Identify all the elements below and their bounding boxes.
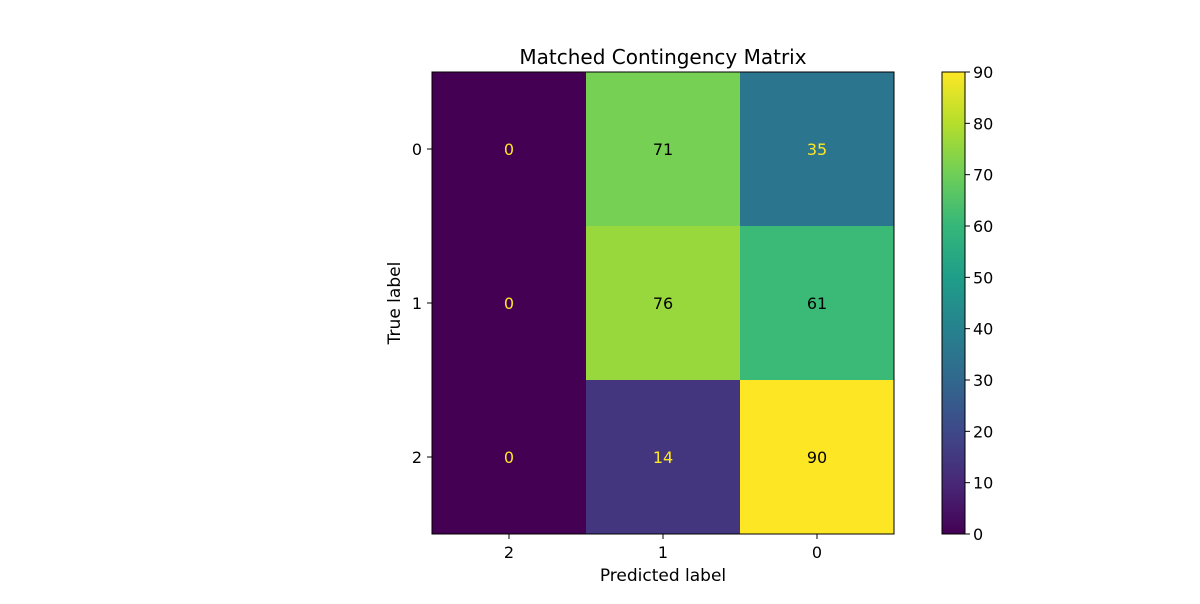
matrix-cell-r1-c0 [432,226,587,381]
matrix-cells [432,72,895,535]
colorbar-ticks: 0 10 20 30 40 50 60 70 80 90 [965,63,993,544]
chart-title: Matched Contingency Matrix [519,45,806,69]
matrix-cell-labels: 0 71 35 0 76 61 0 14 90 [504,140,827,467]
x-tick-label: 2 [504,543,514,562]
cell-value-label: 0 [504,448,514,467]
cell-value-label: 35 [807,140,827,159]
matrix-cell-r0-c2 [740,72,895,227]
matrix-cell-r0-c1 [586,72,741,227]
x-axis-ticks: 2 1 0 [504,534,822,562]
x-axis-label: Predicted label [600,566,726,586]
colorbar [941,71,966,535]
matrix-cell-r1-c1 [586,226,741,381]
colorbar-tick-label: 30 [973,371,993,390]
cell-value-label: 76 [653,294,673,313]
x-tick-label: 1 [658,543,668,562]
y-tick-label: 0 [412,140,422,159]
matrix-cell-r1-c2 [740,226,895,381]
colorbar-tick-label: 70 [973,166,993,185]
colorbar-tick-label: 80 [973,114,993,133]
matrix-cell-r2-c0 [432,380,587,535]
y-tick-label: 2 [412,448,422,467]
colorbar-tick-label: 10 [973,474,993,493]
cell-value-label: 61 [807,294,827,313]
y-axis-ticks: 0 1 2 [412,140,432,467]
x-tick-label: 0 [812,543,822,562]
colorbar-tick-label: 50 [973,268,993,287]
colorbar-tick-label: 60 [973,217,993,236]
y-axis-label: True label [385,262,405,346]
cell-value-label: 0 [504,294,514,313]
cell-value-label: 0 [504,140,514,159]
colorbar-tick-label: 40 [973,320,993,339]
y-tick-label: 1 [412,294,422,313]
colorbar-tick-label: 0 [973,525,983,544]
colorbar-tick-label: 90 [973,63,993,82]
matrix-cell-r0-c0 [432,72,587,227]
colorbar-tick-label: 20 [973,422,993,441]
cell-value-label: 14 [653,448,673,467]
matrix-cell-r2-c1 [586,380,741,535]
matrix-cell-r2-c2 [740,380,895,535]
cell-value-label: 90 [807,448,827,467]
cell-value-label: 71 [653,140,673,159]
